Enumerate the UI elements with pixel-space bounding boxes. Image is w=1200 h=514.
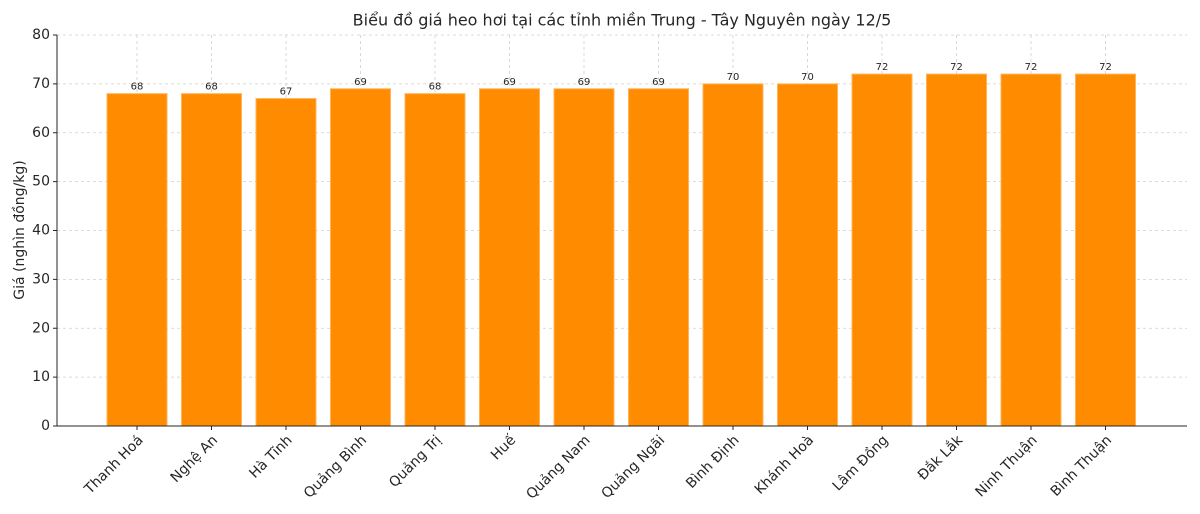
x-tick-label: Huế [487, 431, 519, 463]
x-tick-label: Quảng Bình [301, 432, 370, 501]
value-label: 72 [1099, 62, 1112, 73]
bar [479, 88, 540, 427]
x-tick-label: Quảng Ngãi [598, 432, 668, 502]
y-tick-label: 20 [32, 320, 50, 336]
value-label: 67 [280, 87, 293, 98]
bar [926, 73, 987, 427]
bar [404, 93, 466, 427]
y-axis-label: Giá (nghìn đồng/kg) [11, 160, 28, 299]
bar [777, 83, 838, 427]
x-tick-label: Quảng Nam [523, 432, 593, 502]
x-tick-label: Thanh Hoá [81, 432, 147, 498]
chart-title: Biểu đồ giá heo hơi tại các tỉnh miền Tr… [353, 11, 892, 30]
x-tick-label: Hà Tĩnh [246, 432, 295, 481]
y-tick-label: 50 [32, 174, 50, 190]
bar [1075, 73, 1136, 427]
bar [628, 88, 689, 427]
y-tick-label: 0 [41, 418, 50, 434]
y-tick-label: 30 [32, 271, 50, 287]
value-label: 70 [801, 72, 814, 83]
x-tick-label: Bình Định [683, 432, 743, 492]
bar [181, 93, 242, 427]
value-label: 68 [131, 82, 144, 93]
bar [255, 98, 317, 427]
value-label: 72 [950, 62, 963, 73]
value-label: 70 [727, 72, 740, 83]
value-label: 69 [652, 77, 665, 88]
bar [106, 93, 168, 427]
value-label: 69 [578, 77, 591, 88]
value-label: 69 [503, 77, 516, 88]
bar [851, 73, 913, 427]
x-tick-label: Bình Thuận [1048, 432, 1115, 499]
bar [1000, 73, 1062, 427]
value-label: 68 [429, 82, 442, 93]
y-tick-label: 10 [32, 369, 50, 385]
y-tick-label: 60 [32, 125, 50, 141]
y-tick-label: 40 [32, 223, 50, 239]
bar [330, 88, 391, 427]
value-label: 72 [876, 62, 889, 73]
bar [553, 88, 615, 427]
value-label: 72 [1025, 62, 1038, 73]
x-tick-label: Ninh Thuận [973, 432, 1041, 500]
x-tick-label: Quảng Trị [386, 432, 445, 491]
y-tick-label: 70 [32, 76, 50, 92]
x-tick-label: Lâm Đồng [829, 432, 892, 495]
x-tick-label: Nghệ An [168, 432, 222, 486]
x-tick-label: Khánh Hoà [752, 432, 817, 497]
value-label: 69 [354, 77, 367, 88]
y-tick-label: 80 [32, 27, 50, 43]
value-label: 68 [205, 82, 218, 93]
bar [702, 83, 764, 427]
x-tick-label: Đắk Lắk [914, 431, 967, 484]
